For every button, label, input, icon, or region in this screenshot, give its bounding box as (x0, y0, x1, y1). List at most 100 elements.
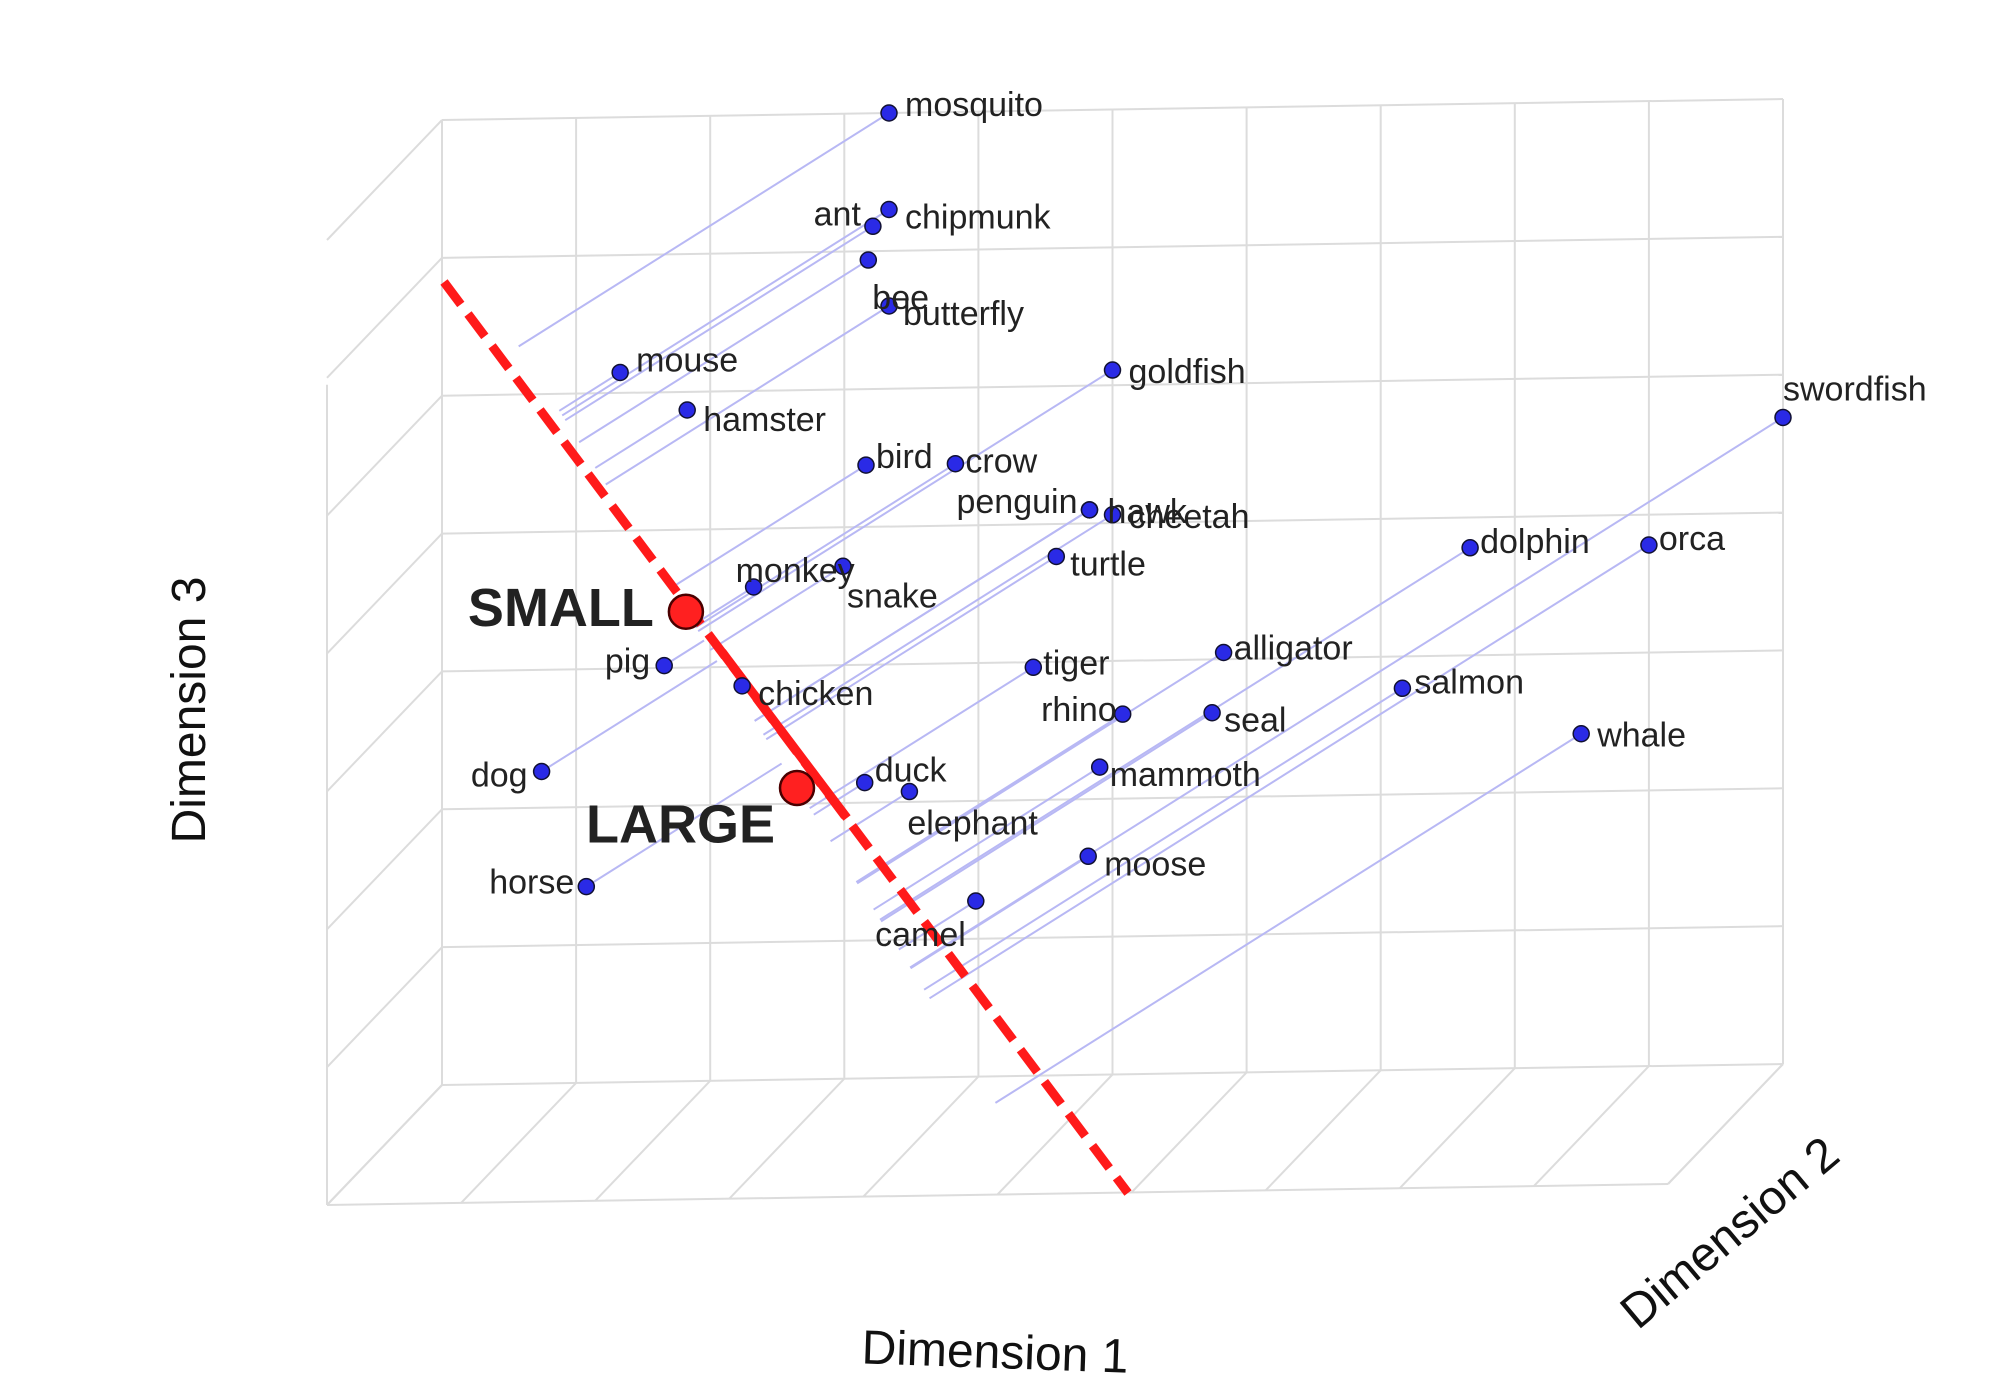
data-point-dog (532, 762, 551, 781)
point-label-duck: duck (875, 752, 948, 790)
data-point-bird (857, 456, 875, 474)
side-wall-gridline (326, 670, 443, 793)
point-label-ant: ant (814, 195, 862, 233)
anchor-point-large (778, 769, 816, 807)
point-label-cheetah: cheetah (1129, 498, 1250, 536)
floor-gridline (996, 1073, 1114, 1196)
data-point-elephant (900, 782, 919, 801)
projection-line-tiger (809, 666, 1034, 810)
point-label-mosquito: mosquito (905, 86, 1043, 124)
point-label-bird: bird (876, 438, 933, 476)
point-label-crow: crow (965, 443, 1037, 481)
projection-line-turtle (765, 555, 1057, 741)
point-label-snake: snake (847, 577, 938, 615)
projection-line-mammoth (873, 766, 1101, 911)
point-label-penguin: penguin (956, 483, 1077, 521)
point-label-bee: bee (872, 279, 929, 317)
side-wall-gridline (326, 395, 443, 517)
back-wall-horizontal-gridline (441, 925, 1784, 949)
projection-lines (518, 112, 1784, 1104)
projection-line-rhino (855, 713, 1124, 883)
data-point-butterfly (880, 297, 898, 315)
data-point-whale (1572, 725, 1590, 743)
z-axis-title: Dimension 3 (163, 577, 216, 844)
projection-line-orca (929, 544, 1650, 1000)
floor-gridline (594, 1080, 711, 1202)
side-wall-gridline (326, 946, 443, 1068)
back-wall-horizontal-gridline (441, 373, 1784, 397)
point-label-goldfish: goldfish (1129, 353, 1246, 391)
data-point-turtle (1047, 547, 1066, 566)
point-label-whale: whale (1596, 717, 1686, 755)
anchor-label-small: SMALL (468, 578, 654, 638)
floor-gridline (1130, 1071, 1248, 1194)
data-point-mouse (611, 363, 629, 382)
data-point-mammoth (1090, 758, 1109, 776)
data-point-monkey (744, 578, 763, 596)
data-point-horse (577, 877, 596, 896)
side-wall-gridline (326, 808, 443, 930)
projection-line-hamster (594, 409, 688, 469)
anchor-point-small (667, 593, 705, 630)
projection-line-salmon (923, 687, 1403, 991)
point-label-orca: orca (1659, 520, 1725, 558)
point-label-mammoth: mammoth (1110, 756, 1261, 794)
point-label-monkey: monkey (736, 552, 855, 590)
point-label-hawk: hawk (1108, 493, 1188, 531)
data-point-chicken (733, 677, 751, 695)
data-point-seal (1203, 704, 1221, 722)
projection-line-horse (585, 762, 783, 888)
point-label-dog: dog (471, 756, 528, 794)
data-points (532, 104, 1792, 910)
floor-gridline (728, 1078, 846, 1200)
data-point-chipmunk (880, 200, 898, 219)
data-point-camel (967, 892, 985, 910)
point-label-swordfish: swordfish (1783, 370, 1927, 408)
floor-gridline (460, 1082, 577, 1204)
projection-line-monkey (693, 586, 755, 626)
back-wall-horizontal-gridline (441, 1063, 1784, 1086)
projection-line-dolphin (879, 546, 1471, 921)
point-label-chipmunk: chipmunk (905, 198, 1052, 236)
point-label-tiger: tiger (1043, 644, 1109, 682)
point-label-seal: seal (1224, 702, 1286, 740)
point-label-salmon: salmon (1414, 663, 1524, 701)
data-point-duck (855, 773, 874, 792)
data-point-cheetah (1103, 506, 1122, 524)
side-wall-gridline (326, 1084, 443, 1206)
data-point-crow (946, 454, 965, 473)
projection-line-camel (898, 900, 977, 951)
data-point-bee (859, 251, 878, 269)
projection-line-chipmunk (561, 208, 890, 417)
data-point-hamster (678, 401, 696, 419)
data-point-dolphin (1461, 539, 1479, 557)
projection-line-alligator (856, 651, 1225, 885)
projection-line-butterfly (605, 305, 890, 486)
side-wall-gridline (326, 119, 443, 241)
data-point-pig (655, 656, 673, 675)
projection-line-duck (813, 781, 866, 816)
projection-line-moose (910, 855, 1089, 970)
point-label-elephant: elephant (907, 805, 1038, 843)
point-label-mouse: mouse (636, 341, 738, 379)
x-axis-title: Dimension 1 (861, 1321, 1129, 1383)
point-label-horse: horse (489, 864, 574, 902)
point-label-rhino: rhino (1041, 691, 1117, 729)
projection-line-crow (695, 462, 956, 629)
projection-line-elephant (830, 790, 910, 843)
floor-gridline (1264, 1069, 1382, 1191)
y-axis-title: Dimension 2 (1611, 1127, 1849, 1339)
data-point-tiger (1024, 658, 1043, 677)
projection-line-bird (670, 464, 867, 589)
point-label-chicken: chicken (758, 675, 873, 713)
point-label-butterfly: butterfly (903, 295, 1024, 333)
projection-line-dog (541, 660, 718, 773)
projection-line-goldfish (697, 369, 1114, 633)
floor-front-edge (326, 1183, 1669, 1206)
projection-line-ant (564, 225, 874, 422)
data-point-goldfish (1103, 361, 1122, 379)
data-point-snake (834, 557, 852, 576)
projection-line-hawk (754, 509, 1091, 722)
